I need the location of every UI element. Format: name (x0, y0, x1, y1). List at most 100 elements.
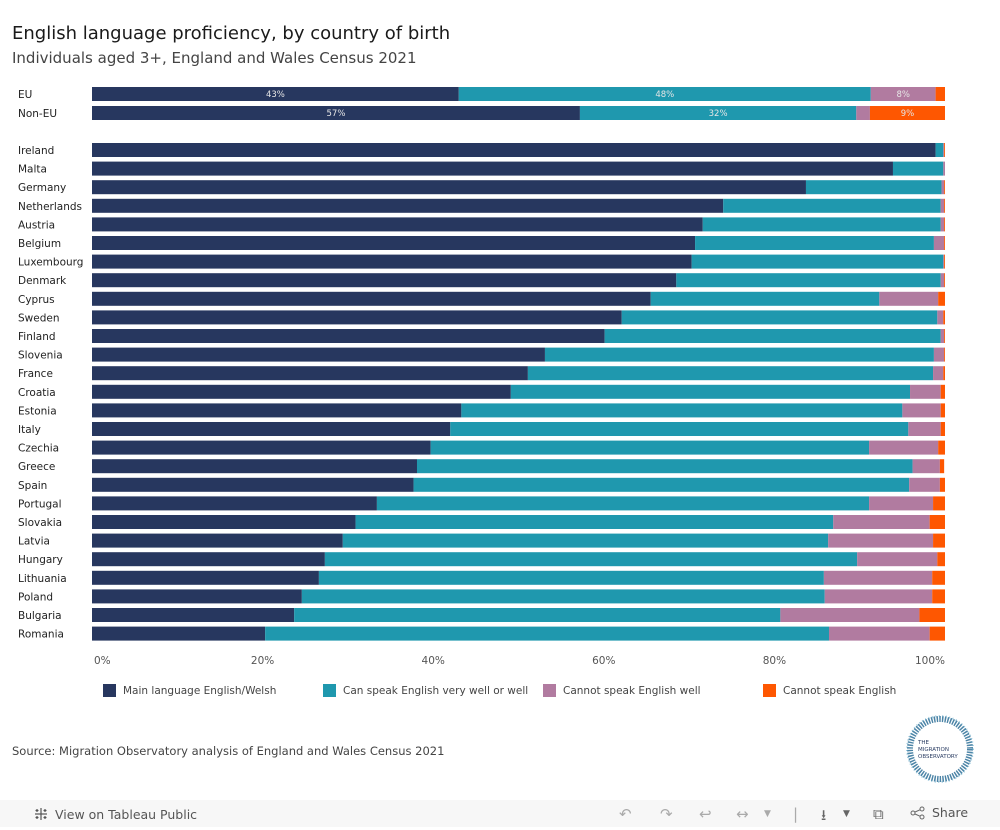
refresh-dropdown-icon[interactable]: ▼ (764, 809, 771, 819)
bar-segment-cannot-speak-english-well[interactable] (823, 570, 933, 585)
bar-row-bulgaria[interactable]: Bulgaria (18, 608, 945, 622)
bar-segment-can-speak-english-very-well-or-well[interactable] (430, 440, 870, 455)
bar-segment-cannot-speak-english-well[interactable] (909, 477, 940, 492)
bar-segment-cannot-speak-english[interactable] (944, 180, 945, 195)
bar-segment-cannot-speak-english[interactable] (944, 198, 945, 213)
bar-segment-can-speak-english-very-well-or-well[interactable] (355, 515, 834, 529)
bar-row-sweden[interactable]: Sweden (18, 310, 945, 325)
bar-segment-can-speak-english-very-well-or-well[interactable] (702, 217, 941, 232)
bar-row-malta[interactable]: Malta (18, 161, 945, 176)
bar-row-slovakia[interactable]: Slovakia (18, 515, 945, 529)
bar-segment-can-speak-english-very-well-or-well[interactable] (461, 403, 903, 418)
bar-row-czechia[interactable]: Czechia (18, 440, 945, 455)
legend-item-not-well[interactable]: Cannot speak English well (543, 684, 701, 697)
bar-segment-can-speak-english-very-well-or-well[interactable] (342, 533, 829, 548)
bar-segment-cannot-speak-english[interactable] (940, 384, 945, 399)
bar-segment-main-language-english-welsh[interactable] (92, 106, 580, 120)
bar-row-finland[interactable]: Finland (18, 329, 945, 343)
bar-row-non-eu[interactable]: Non-EU 57% 32% 9% (18, 106, 945, 120)
redo-icon[interactable]: ↷ (660, 805, 673, 823)
bar-segment-can-speak-english-very-well-or-well[interactable] (805, 180, 942, 195)
bar-segment-main-language-english-welsh[interactable] (92, 143, 936, 157)
bar-segment-can-speak-english-very-well-or-well[interactable] (416, 459, 913, 474)
bar-row-portugal[interactable]: Portugal (18, 496, 945, 511)
bar-row-eu[interactable]: EU 43% 48% 8% (18, 87, 945, 101)
bar-segment-cannot-speak-english-well[interactable] (879, 291, 939, 306)
bar-segment-cannot-speak-english[interactable] (944, 217, 945, 232)
bar-segment-cannot-speak-english[interactable] (935, 87, 945, 101)
bar-segment-cannot-speak-english-well[interactable] (940, 273, 945, 288)
bar-segment-main-language-english-welsh[interactable] (92, 533, 343, 548)
bar-segment-main-language-english-welsh[interactable] (92, 515, 356, 529)
bar-row-spain[interactable]: Spain (18, 477, 945, 492)
bar-segment-main-language-english-welsh[interactable] (92, 180, 806, 195)
undo-icon[interactable]: ↶ (619, 805, 632, 823)
bar-segment-can-speak-english-very-well-or-well[interactable] (527, 366, 934, 381)
bar-segment-main-language-english-welsh[interactable] (92, 626, 266, 641)
bar-segment-main-language-english-welsh[interactable] (92, 329, 605, 343)
bar-segment-main-language-english-welsh[interactable] (92, 273, 677, 288)
bar-segment-cannot-speak-english-well[interactable] (912, 459, 940, 474)
bar-row-france[interactable]: France (18, 366, 945, 381)
bar-segment-cannot-speak-english-well[interactable] (910, 384, 941, 399)
bar-segment-main-language-english-welsh[interactable] (92, 477, 414, 492)
bar-segment-cannot-speak-english[interactable] (939, 477, 945, 492)
bar-segment-can-speak-english-very-well-or-well[interactable] (301, 589, 825, 604)
bar-segment-main-language-english-welsh[interactable] (92, 403, 462, 418)
share-button[interactable]: Share (910, 805, 968, 820)
bar-segment-main-language-english-welsh[interactable] (92, 384, 511, 399)
bar-row-hungary[interactable]: Hungary (18, 552, 945, 567)
bar-segment-cannot-speak-english[interactable] (943, 310, 945, 325)
bar-segment-main-language-english-welsh[interactable] (92, 608, 295, 622)
bar-segment-can-speak-english-very-well-or-well[interactable] (450, 422, 909, 436)
fullscreen-icon[interactable]: ⧉ (873, 805, 884, 823)
bar-segment-can-speak-english-very-well-or-well[interactable] (294, 608, 781, 622)
bar-segment-main-language-english-welsh[interactable] (92, 459, 417, 474)
bar-segment-cannot-speak-english[interactable] (938, 291, 945, 306)
bar-segment-can-speak-english-very-well-or-well[interactable] (892, 161, 944, 176)
bar-row-denmark[interactable]: Denmark (18, 273, 945, 288)
bar-segment-can-speak-english-very-well-or-well[interactable] (413, 477, 910, 492)
bar-segment-can-speak-english-very-well-or-well[interactable] (544, 347, 934, 362)
bar-row-estonia[interactable]: Estonia (18, 403, 945, 418)
legend-item-cannot[interactable]: Cannot speak English (763, 684, 896, 697)
bar-segment-can-speak-english-very-well-or-well[interactable] (621, 310, 938, 325)
bar-segment-main-language-english-welsh[interactable] (92, 254, 692, 269)
bar-segment-cannot-speak-english-well[interactable] (857, 552, 938, 567)
bar-segment-cannot-speak-english[interactable] (944, 347, 945, 362)
bar-segment-cannot-speak-english-well[interactable] (933, 236, 945, 250)
bar-segment-cannot-speak-english[interactable] (933, 533, 945, 548)
bar-segment-can-speak-english-very-well-or-well[interactable] (695, 236, 934, 250)
bar-segment-main-language-english-welsh[interactable] (92, 87, 459, 101)
bar-segment-cannot-speak-english-well[interactable] (908, 422, 941, 436)
bar-segment-cannot-speak-english[interactable] (944, 254, 945, 269)
bar-segment-cannot-speak-english[interactable] (932, 570, 945, 585)
bar-segment-main-language-english-welsh[interactable] (92, 161, 893, 176)
bar-segment-main-language-english-welsh[interactable] (92, 236, 696, 250)
bar-segment-main-language-english-welsh[interactable] (92, 310, 622, 325)
bar-segment-main-language-english-welsh[interactable] (92, 570, 319, 585)
bar-segment-main-language-english-welsh[interactable] (92, 496, 377, 511)
bar-segment-cannot-speak-english[interactable] (937, 552, 945, 567)
bar-segment-can-speak-english-very-well-or-well[interactable] (676, 273, 941, 288)
refresh-icon[interactable]: ↔ (736, 805, 749, 823)
bar-segment-can-speak-english-very-well-or-well[interactable] (318, 570, 824, 585)
bar-segment-cannot-speak-english-well[interactable] (824, 589, 933, 604)
bar-segment-main-language-english-welsh[interactable] (92, 291, 651, 306)
bar-segment-cannot-speak-english[interactable] (944, 143, 945, 157)
bar-segment-cannot-speak-english[interactable] (943, 366, 945, 381)
bar-segment-cannot-speak-english[interactable] (869, 106, 945, 120)
bar-segment-cannot-speak-english-well[interactable] (943, 161, 945, 176)
bar-segment-can-speak-english-very-well-or-well[interactable] (324, 552, 858, 567)
bar-segment-cannot-speak-english-well[interactable] (937, 310, 944, 325)
bar-segment-can-speak-english-very-well-or-well[interactable] (458, 87, 871, 101)
bar-segment-cannot-speak-english-well[interactable] (941, 180, 945, 195)
bar-segment-main-language-english-welsh[interactable] (92, 552, 325, 567)
bar-segment-cannot-speak-english[interactable] (944, 236, 945, 250)
bar-segment-can-speak-english-very-well-or-well[interactable] (265, 626, 829, 641)
bar-segment-can-speak-english-very-well-or-well[interactable] (376, 496, 870, 511)
bar-segment-cannot-speak-english-well[interactable] (828, 626, 930, 641)
bar-segment-cannot-speak-english[interactable] (944, 329, 945, 343)
bar-row-austria[interactable]: Austria (18, 217, 945, 232)
bar-segment-cannot-speak-english[interactable] (929, 626, 945, 641)
